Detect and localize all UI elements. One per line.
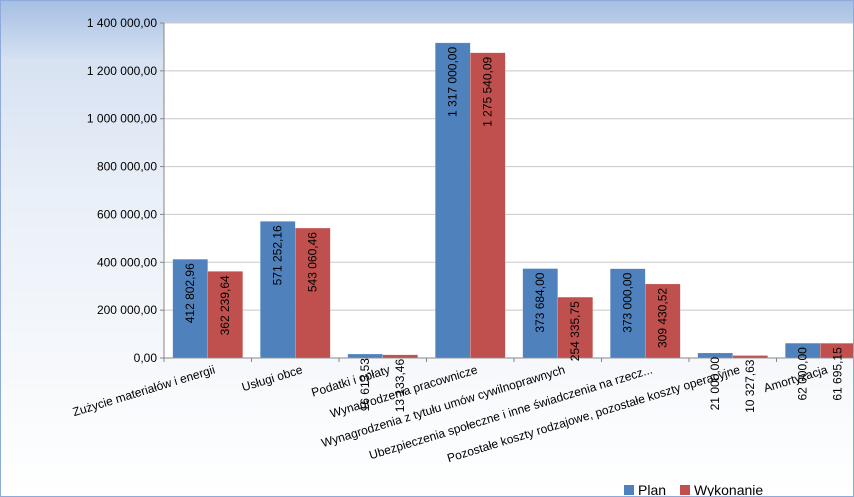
y-tick-label: 0,00 <box>134 351 158 365</box>
data-label: 13 133,46 <box>393 359 407 413</box>
data-label: 254 335,75 <box>568 301 582 361</box>
data-label: 373 684,00 <box>533 272 547 332</box>
legend-item-plan: Plan <box>624 482 667 497</box>
data-label: 61 695,15 <box>831 347 845 401</box>
bar-wykonanie <box>732 355 768 359</box>
y-tick-label: 600 000,00 <box>97 207 157 221</box>
data-label: 1 275 540,09 <box>481 56 495 126</box>
legend-item-wykonanie: Wykonanie <box>680 482 764 497</box>
y-tick-label: 1 000 000,00 <box>87 112 157 126</box>
y-tick-label: 1 200 000,00 <box>87 64 157 78</box>
bar-wykonanie <box>470 52 506 359</box>
data-label: 16 613,53 <box>358 358 372 412</box>
data-label: 1 317 000,00 <box>446 47 460 117</box>
legend-label-wykonanie: Wykonanie <box>694 482 764 497</box>
x-category-label: Zużycie materiałów i energii <box>71 362 217 419</box>
data-label: 21 000,00 <box>708 357 722 411</box>
data-label: 309 430,52 <box>656 288 670 348</box>
y-tick-label: 800 000,00 <box>97 160 157 174</box>
data-label: 62 000,00 <box>796 347 810 401</box>
bar-wykonanie <box>295 227 331 359</box>
bar-plan <box>260 221 296 359</box>
bar-wykonanie <box>645 283 681 359</box>
bar-plan <box>435 42 471 359</box>
bar-wykonanie <box>557 296 593 359</box>
bar-wykonanie <box>382 354 418 359</box>
bar-plan <box>610 268 646 359</box>
x-category-label: Usługi obce <box>240 362 304 394</box>
legend-swatch-plan <box>624 485 634 495</box>
data-label: 10 327,63 <box>743 359 757 413</box>
y-tick-label: 200 000,00 <box>97 303 157 317</box>
bar-plan <box>697 352 733 359</box>
y-tick-label: 400 000,00 <box>97 255 157 269</box>
legend: Plan Wykonanie <box>624 482 764 497</box>
data-label: 543 060,46 <box>306 232 320 292</box>
data-label: 373 000,00 <box>621 272 635 332</box>
bar-plan <box>347 353 383 359</box>
data-label: 412 802,96 <box>183 263 197 323</box>
y-tick-label: 1 400 000,00 <box>87 16 157 30</box>
data-label: 362 239,64 <box>218 275 232 335</box>
data-label: 571 252,16 <box>271 225 285 285</box>
bar-wykonanie <box>207 271 243 359</box>
legend-swatch-wykonanie <box>680 485 691 495</box>
bar-plan <box>522 268 558 359</box>
bar-wykonanie <box>820 342 853 359</box>
legend-label-plan: Plan <box>638 482 667 497</box>
